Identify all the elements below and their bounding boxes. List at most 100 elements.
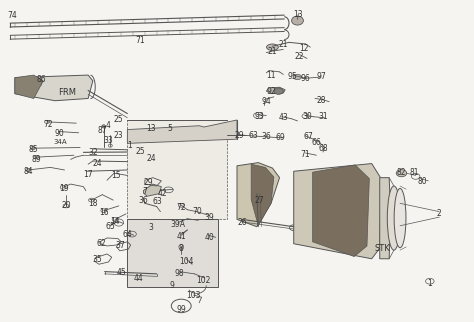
- Text: 36: 36: [262, 132, 271, 141]
- Text: 29: 29: [235, 131, 244, 140]
- Text: 44: 44: [134, 273, 144, 282]
- Text: 15: 15: [112, 171, 121, 180]
- Polygon shape: [266, 87, 285, 94]
- Text: 68: 68: [318, 144, 328, 153]
- Polygon shape: [128, 219, 218, 287]
- Text: 98: 98: [174, 270, 184, 278]
- Text: 18: 18: [88, 199, 98, 208]
- Ellipse shape: [102, 125, 106, 128]
- Text: 90: 90: [55, 129, 64, 138]
- Text: 29: 29: [143, 178, 153, 187]
- Text: 37: 37: [115, 242, 125, 251]
- Text: FRM: FRM: [58, 88, 76, 97]
- Text: 72: 72: [176, 203, 186, 212]
- Polygon shape: [380, 178, 391, 259]
- Text: 45: 45: [116, 268, 126, 277]
- Text: 86: 86: [36, 75, 46, 84]
- Text: 26: 26: [238, 218, 247, 227]
- Text: 32: 32: [88, 147, 98, 156]
- Text: 25: 25: [135, 147, 145, 156]
- Text: 92: 92: [266, 87, 276, 96]
- Text: 104: 104: [179, 257, 193, 266]
- Text: 5: 5: [167, 124, 173, 133]
- Text: 103: 103: [186, 290, 201, 299]
- Text: 24: 24: [93, 159, 102, 168]
- Polygon shape: [128, 120, 237, 143]
- Ellipse shape: [293, 74, 302, 80]
- Text: 87: 87: [98, 126, 107, 135]
- Text: 80: 80: [418, 177, 427, 186]
- Text: 35: 35: [93, 255, 102, 264]
- Text: 1: 1: [428, 279, 432, 288]
- Text: 95: 95: [288, 72, 298, 81]
- Text: 27: 27: [255, 195, 264, 204]
- Polygon shape: [15, 75, 93, 101]
- Ellipse shape: [266, 44, 278, 50]
- Text: 70: 70: [192, 207, 202, 216]
- Text: 93: 93: [255, 112, 264, 121]
- Text: 99: 99: [176, 305, 186, 314]
- Text: 41: 41: [176, 232, 186, 241]
- Text: 28: 28: [316, 96, 326, 105]
- Text: 39A: 39A: [171, 220, 185, 229]
- Text: 97: 97: [316, 71, 326, 80]
- Polygon shape: [128, 120, 227, 219]
- Text: 1: 1: [127, 141, 132, 150]
- Text: 43: 43: [278, 113, 288, 122]
- Text: 81: 81: [410, 168, 419, 177]
- Polygon shape: [15, 75, 43, 99]
- Polygon shape: [144, 184, 161, 196]
- Text: 102: 102: [196, 276, 210, 285]
- Ellipse shape: [394, 188, 406, 248]
- Text: 14: 14: [110, 217, 120, 226]
- Text: 69: 69: [275, 133, 285, 142]
- Polygon shape: [237, 163, 280, 227]
- Text: 62: 62: [96, 239, 106, 248]
- Text: 39: 39: [205, 213, 214, 222]
- Text: 12: 12: [300, 44, 309, 52]
- Text: 31: 31: [318, 112, 328, 121]
- Text: 24: 24: [146, 154, 156, 163]
- Text: 11: 11: [266, 71, 276, 80]
- Polygon shape: [251, 164, 274, 226]
- Text: 17: 17: [83, 170, 93, 179]
- Text: 64: 64: [122, 230, 132, 239]
- Ellipse shape: [292, 16, 303, 25]
- Text: 96: 96: [301, 74, 310, 83]
- Text: 9: 9: [169, 281, 174, 290]
- Text: 21: 21: [268, 47, 277, 56]
- Text: 19: 19: [60, 184, 69, 193]
- Text: 42: 42: [157, 189, 167, 198]
- Text: 20: 20: [61, 201, 71, 210]
- Text: 71: 71: [135, 36, 145, 45]
- Polygon shape: [313, 165, 369, 257]
- Text: 67: 67: [304, 132, 314, 141]
- Text: 72: 72: [43, 120, 53, 128]
- Text: 13: 13: [146, 124, 156, 133]
- Text: 13: 13: [293, 10, 303, 19]
- Text: 63: 63: [249, 131, 258, 140]
- Text: 63: 63: [153, 196, 163, 205]
- Polygon shape: [294, 164, 381, 259]
- Text: 66: 66: [311, 138, 321, 147]
- Text: 65: 65: [106, 222, 115, 231]
- Text: 7: 7: [142, 187, 147, 196]
- Text: 30: 30: [302, 112, 312, 121]
- Text: 3: 3: [148, 223, 154, 232]
- Text: 85: 85: [28, 145, 37, 154]
- Text: 40: 40: [205, 233, 214, 242]
- Text: 4: 4: [106, 121, 111, 129]
- Text: 16: 16: [99, 208, 109, 217]
- Ellipse shape: [396, 170, 407, 177]
- Text: 94: 94: [262, 97, 271, 106]
- Text: 84: 84: [23, 167, 33, 176]
- Text: 33: 33: [104, 136, 113, 145]
- Text: 74: 74: [8, 11, 18, 20]
- Ellipse shape: [387, 186, 401, 250]
- Text: 21: 21: [279, 41, 288, 50]
- Text: 23: 23: [113, 131, 123, 140]
- Ellipse shape: [274, 88, 283, 94]
- Text: 2: 2: [437, 209, 442, 218]
- Text: 82: 82: [397, 168, 406, 177]
- Text: 22: 22: [295, 52, 304, 61]
